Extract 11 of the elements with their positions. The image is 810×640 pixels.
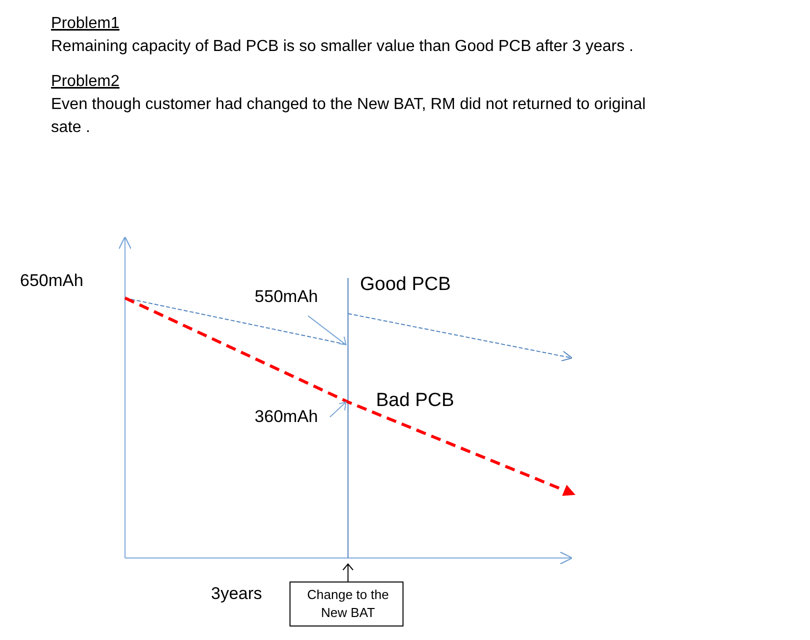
text: 650mAh: [20, 271, 84, 290]
text: Problem2: [51, 73, 120, 90]
text: Good PCB: [360, 274, 451, 295]
annotation: 360mAh: [254, 407, 318, 426]
text: Remaining capacity of Bad PCB is so smaller value than Good PCB after 3 years .: [51, 38, 634, 55]
x-tick-label: Change to the New BAT: [307, 587, 389, 620]
x-tick-label: 3years: [210, 584, 262, 603]
series-label: Bad PCB: [376, 390, 454, 411]
text: Even though customer had changed to the New BAT, RM did not returned to original sate .: [51, 96, 646, 136]
text: Problem1: [51, 15, 120, 32]
annotation: 550mAh: [254, 286, 318, 306]
